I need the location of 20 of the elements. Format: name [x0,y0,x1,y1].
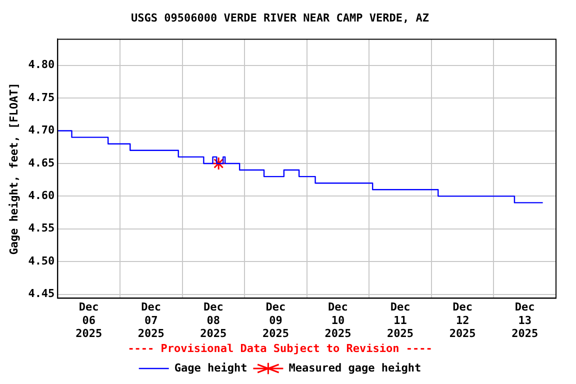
x-tick-label: Dec 09 2025 [262,300,289,340]
y-tick-label: 4.45 [28,287,55,300]
x-tick-label: Dec 07 2025 [138,300,164,340]
x-tick-label: Dec 13 2025 [512,300,538,340]
y-axis-title: Gage height, feet, [FLOAT] [7,82,20,255]
x-tick-label: Dec 06 2025 [76,300,102,340]
y-tick-label: 4.55 [28,222,55,235]
x-tick-label: Dec 12 2025 [449,300,476,340]
x-tick-label: Dec 11 2025 [387,300,414,340]
chart-title: USGS 09506000 VERDE RIVER NEAR CAMP VERDE, AZ [130,11,430,24]
y-tick-label: 4.65 [28,156,55,170]
x-tick-label: Dec 08 2025 [200,300,227,340]
legend-label: Measured gage height [288,361,422,374]
y-tick-label: 4.80 [28,58,55,72]
y-tick-label: 4.70 [28,124,55,137]
y-tick-label: 4.75 [28,90,55,104]
y-tick-label: 4.60 [28,189,55,202]
y-tick-label: 4.50 [28,254,55,268]
x-tick-label: Dec 10 2025 [324,300,352,340]
legend-label: Gage height [174,361,248,374]
